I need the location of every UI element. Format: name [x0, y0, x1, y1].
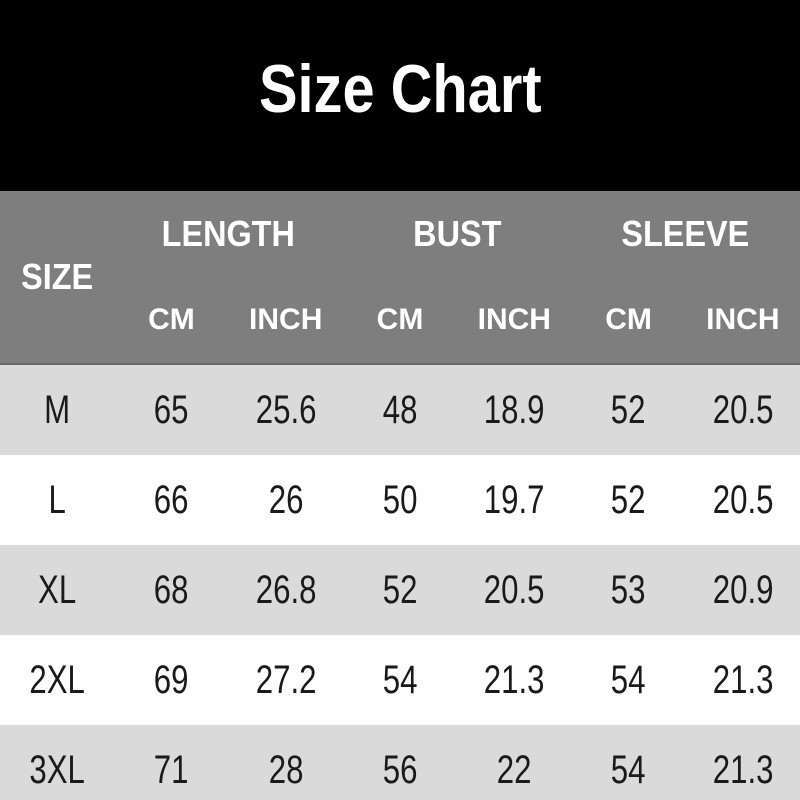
- header-group-length: LENGTH: [161, 213, 296, 254]
- cell-length-cm: 69: [154, 657, 189, 702]
- row-size-label: M: [44, 387, 71, 432]
- cell-length-inch: 28: [268, 747, 304, 792]
- cell-bust-inch: 22: [496, 747, 532, 792]
- cell-length-inch: 25.6: [255, 387, 317, 432]
- cell-length-cm: 66: [154, 477, 189, 522]
- cell-length-cm: 68: [154, 567, 189, 612]
- header-group-sleeve: SLEEVE: [621, 213, 750, 254]
- table-header: SIZE LENGTH BUST SLEEVE CM INCH CM INCH …: [0, 191, 800, 365]
- cell-length-inch: 26: [268, 477, 304, 522]
- cell-sleeve-inch: 20.9: [712, 567, 774, 612]
- cell-bust-cm: 52: [382, 567, 418, 612]
- header-unit-sleeve-inch: INCH: [706, 303, 780, 336]
- row-size-label: L: [48, 477, 66, 522]
- row-size-label: 3XL: [29, 747, 85, 792]
- table-row-3xl: 3XL 71 28 56 22 54 21.3: [0, 725, 800, 800]
- header-unit-length-cm: CM: [148, 303, 195, 336]
- cell-sleeve-inch: 21.3: [712, 747, 774, 792]
- cell-bust-inch: 18.9: [483, 387, 545, 432]
- cell-bust-cm: 56: [382, 747, 418, 792]
- cell-sleeve-inch: 20.5: [712, 387, 774, 432]
- cell-sleeve-inch: 21.3: [712, 657, 774, 702]
- cell-bust-inch: 21.3: [483, 657, 545, 702]
- table-row-2xl: 2XL 69 27.2 54 21.3 54 21.3: [0, 635, 800, 725]
- row-size-label: 2XL: [29, 657, 85, 702]
- cell-bust-inch: 20.5: [483, 567, 545, 612]
- table-row-xl: XL 68 26.8 52 20.5 53 20.9: [0, 545, 800, 635]
- cell-sleeve-cm: 52: [611, 387, 646, 432]
- cell-sleeve-cm: 53: [611, 567, 646, 612]
- cell-bust-inch: 19.7: [483, 477, 545, 522]
- cell-length-cm: 71: [154, 747, 189, 792]
- header-unit-sleeve-cm: CM: [605, 303, 652, 336]
- cell-bust-cm: 50: [382, 477, 418, 522]
- table-row-m: M 65 25.6 48 18.9 52 20.5: [0, 365, 800, 455]
- page-title: Size Chart: [258, 50, 542, 127]
- cell-length-inch: 27.2: [255, 657, 317, 702]
- cell-sleeve-cm: 54: [611, 657, 646, 702]
- cell-length-inch: 26.8: [255, 567, 317, 612]
- cell-sleeve-cm: 52: [611, 477, 646, 522]
- cell-length-cm: 65: [154, 387, 189, 432]
- header-size-label: SIZE: [21, 256, 94, 297]
- cell-bust-cm: 54: [382, 657, 418, 702]
- title-banner: Size Chart: [0, 0, 800, 191]
- header-group-bust: BUST: [413, 213, 502, 254]
- cell-bust-cm: 48: [382, 387, 418, 432]
- row-size-label: XL: [38, 567, 77, 612]
- cell-sleeve-cm: 54: [611, 747, 646, 792]
- cell-sleeve-inch: 20.5: [712, 477, 774, 522]
- header-unit-bust-cm: CM: [376, 303, 424, 336]
- table-row-l: L 66 26 50 19.7 52 20.5: [0, 455, 800, 545]
- header-unit-bust-inch: INCH: [477, 303, 551, 336]
- header-unit-length-inch: INCH: [249, 303, 323, 336]
